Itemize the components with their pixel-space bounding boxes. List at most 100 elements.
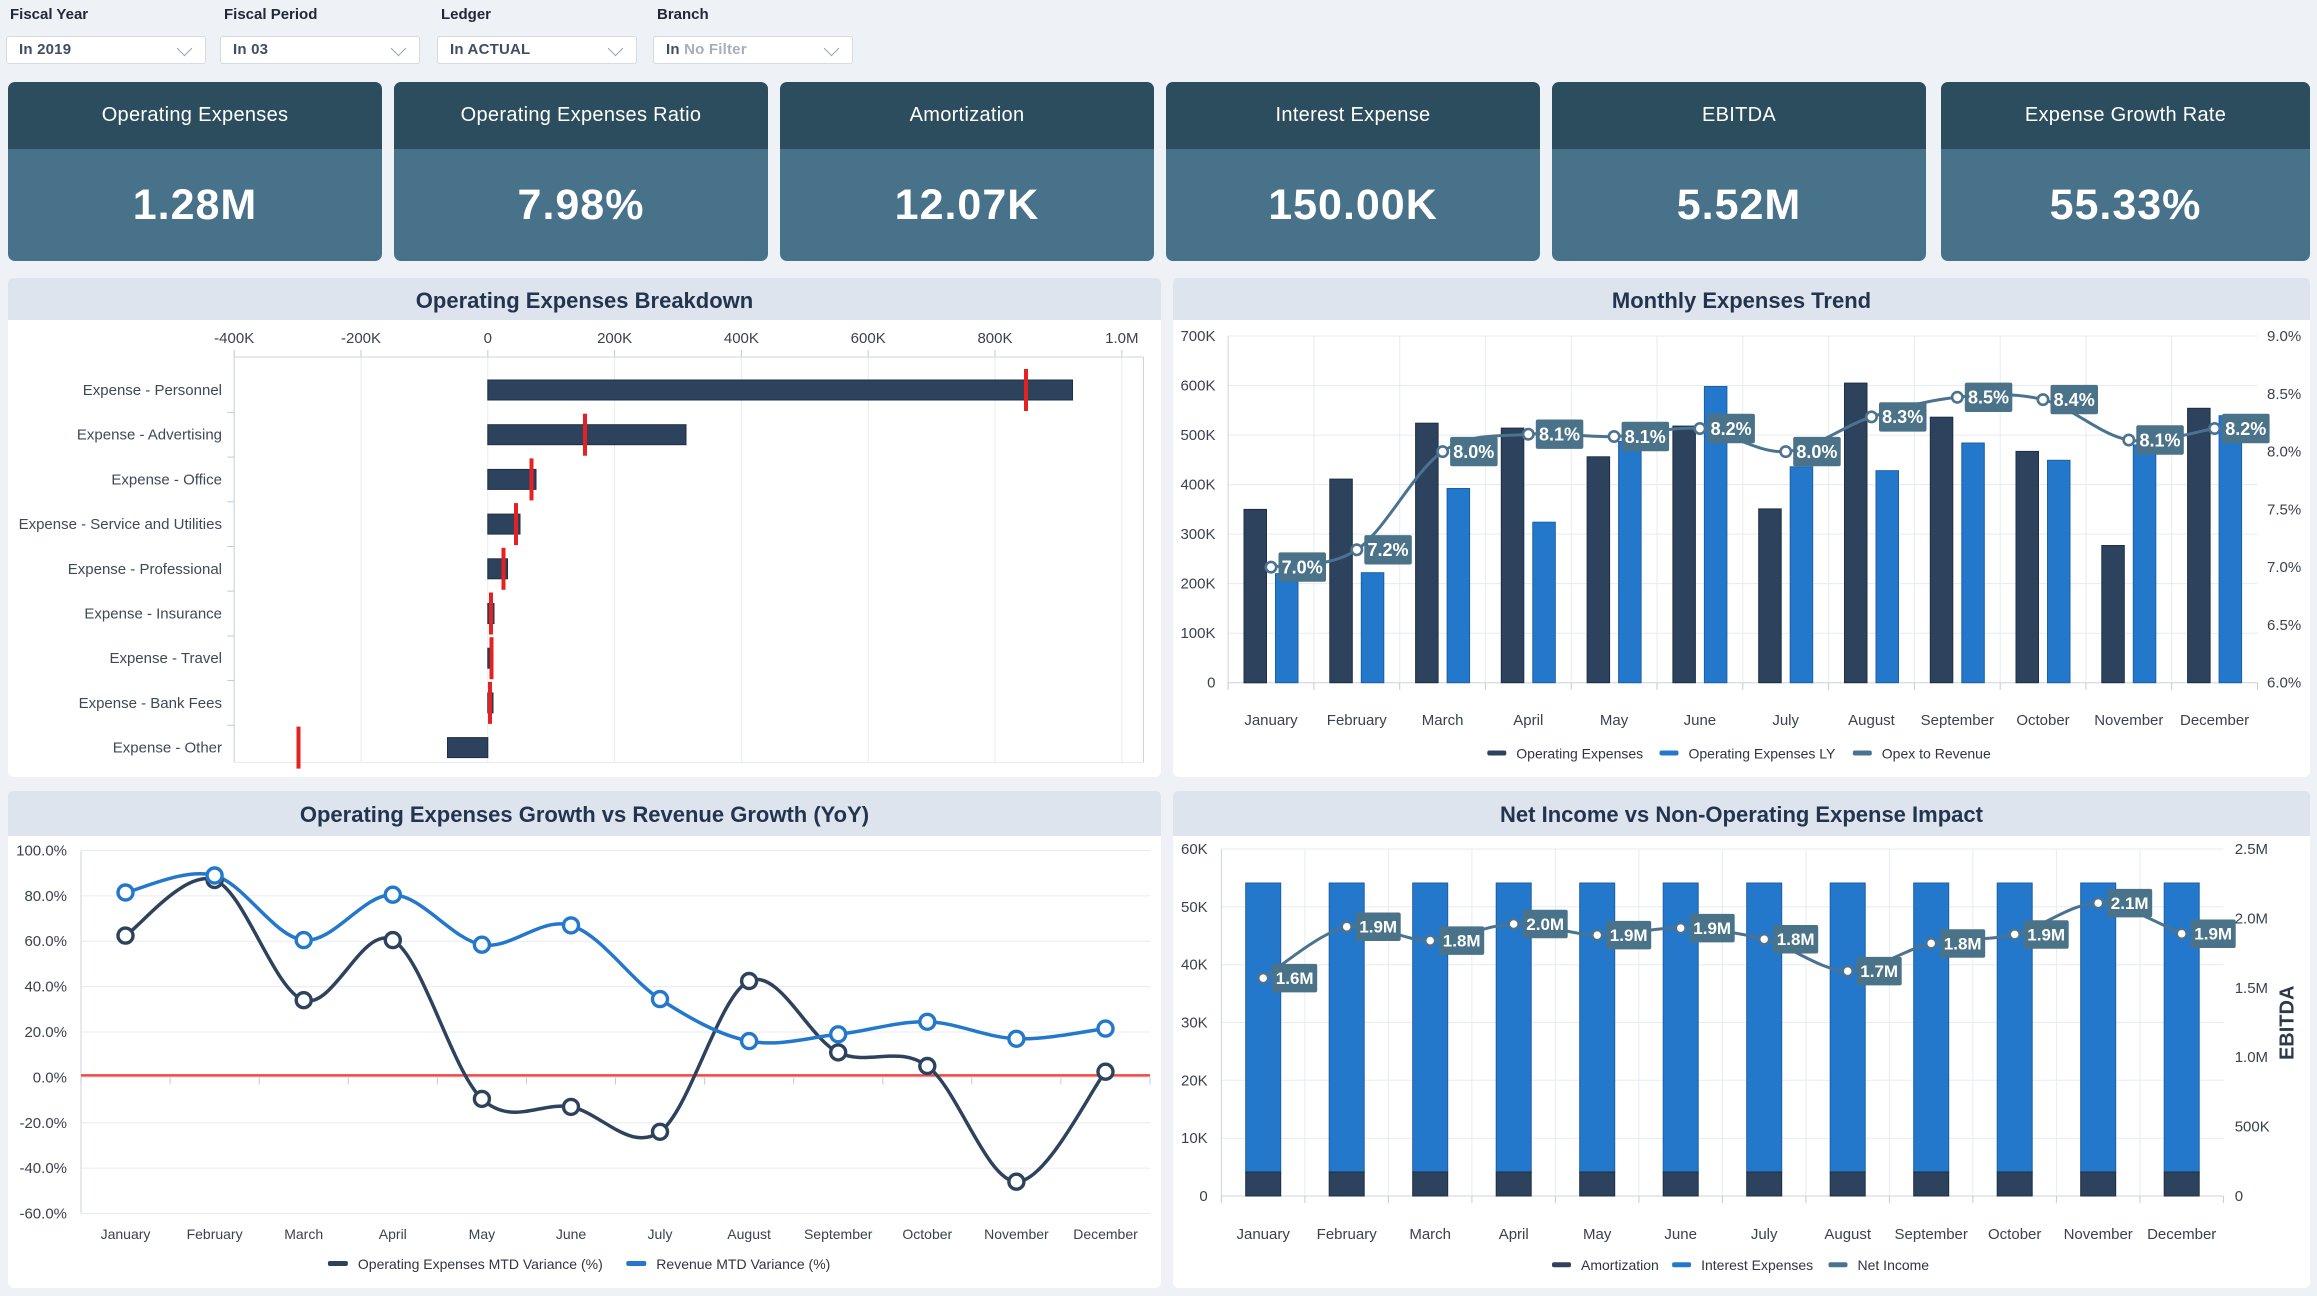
svg-text:400K: 400K: [724, 330, 759, 347]
svg-text:8.2%: 8.2%: [1711, 419, 1752, 439]
svg-text:January: January: [101, 1226, 151, 1242]
svg-text:February: February: [1327, 712, 1388, 729]
svg-text:600K: 600K: [851, 330, 886, 347]
svg-text:Operating Expenses LY: Operating Expenses LY: [1689, 746, 1836, 762]
svg-text:60K: 60K: [1181, 841, 1208, 858]
svg-text:August: August: [1848, 712, 1896, 729]
svg-text:2.0M: 2.0M: [1526, 915, 1564, 934]
svg-text:September: September: [1921, 712, 1994, 729]
svg-text:7.0%: 7.0%: [1282, 557, 1323, 577]
svg-text:Net Income vs Non-Operating Ex: Net Income vs Non-Operating Expense Impa…: [1500, 802, 1984, 827]
svg-text:Expense - Advertising: Expense - Advertising: [77, 427, 222, 444]
svg-text:Opex to Revenue: Opex to Revenue: [1882, 746, 1991, 762]
svg-text:8.0%: 8.0%: [2267, 444, 2301, 461]
svg-text:-40.0%: -40.0%: [19, 1160, 67, 1177]
svg-text:1.9M: 1.9M: [1693, 919, 1731, 938]
svg-text:Expense - Professional: Expense - Professional: [68, 561, 222, 578]
svg-text:20K: 20K: [1181, 1072, 1208, 1089]
svg-text:7.2%: 7.2%: [1367, 540, 1408, 560]
svg-text:Revenue MTD Variance (%): Revenue MTD Variance (%): [656, 1256, 830, 1272]
svg-text:Operating Expenses Breakdown: Operating Expenses Breakdown: [416, 288, 753, 313]
svg-text:200K: 200K: [597, 330, 632, 347]
svg-text:8.0%: 8.0%: [1453, 442, 1494, 462]
svg-text:6.5%: 6.5%: [2267, 617, 2301, 634]
svg-text:700K: 700K: [1180, 328, 1215, 345]
svg-text:0.0%: 0.0%: [33, 1069, 67, 1086]
svg-text:50K: 50K: [1181, 899, 1208, 916]
svg-text:December: December: [1073, 1226, 1138, 1242]
svg-text:10K: 10K: [1181, 1130, 1208, 1147]
svg-text:October: October: [2016, 712, 2069, 729]
svg-text:October: October: [1988, 1226, 2041, 1243]
svg-text:July: July: [1751, 1226, 1778, 1243]
svg-text:Expense - Personnel: Expense - Personnel: [83, 382, 222, 399]
svg-text:30K: 30K: [1181, 1015, 1208, 1032]
svg-text:Expense - Insurance: Expense - Insurance: [84, 606, 222, 623]
svg-text:Expense - Office: Expense - Office: [111, 471, 222, 488]
svg-text:7.0%: 7.0%: [2267, 559, 2301, 576]
svg-text:2.1M: 2.1M: [2111, 894, 2149, 913]
svg-text:0: 0: [1207, 675, 1215, 692]
svg-text:-60.0%: -60.0%: [19, 1206, 67, 1223]
svg-text:January: January: [1244, 712, 1298, 729]
svg-text:8.1%: 8.1%: [1625, 427, 1666, 447]
svg-text:8.1%: 8.1%: [2139, 430, 2180, 450]
svg-text:July: July: [648, 1226, 673, 1242]
svg-text:March: March: [284, 1226, 323, 1242]
svg-text:500K: 500K: [2235, 1119, 2270, 1136]
svg-text:1.0M: 1.0M: [2235, 1049, 2268, 1066]
svg-text:1.9M: 1.9M: [2194, 925, 2232, 944]
svg-text:1.0M: 1.0M: [1105, 330, 1138, 347]
svg-text:40.0%: 40.0%: [24, 979, 67, 996]
svg-text:600K: 600K: [1180, 378, 1215, 395]
svg-text:8.2%: 8.2%: [2225, 419, 2266, 439]
svg-text:7.5%: 7.5%: [2267, 501, 2301, 518]
svg-text:1.9M: 1.9M: [1359, 918, 1397, 937]
svg-text:100K: 100K: [1180, 625, 1215, 642]
svg-text:September: September: [804, 1226, 873, 1242]
svg-text:300K: 300K: [1180, 526, 1215, 543]
svg-text:February: February: [1317, 1226, 1378, 1243]
svg-text:500K: 500K: [1180, 427, 1215, 444]
svg-text:March: March: [1422, 712, 1464, 729]
svg-text:8.5%: 8.5%: [2267, 386, 2301, 403]
svg-text:Operating Expenses MTD Varianc: Operating Expenses MTD Variance (%): [358, 1256, 603, 1272]
svg-text:May: May: [1583, 1226, 1612, 1243]
svg-text:8.4%: 8.4%: [2054, 390, 2095, 410]
svg-text:Expense - Bank Fees: Expense - Bank Fees: [79, 695, 222, 712]
svg-text:100.0%: 100.0%: [16, 843, 67, 860]
svg-text:1.9M: 1.9M: [1610, 926, 1648, 945]
svg-text:1.9M: 1.9M: [2027, 925, 2065, 944]
svg-text:April: April: [1513, 712, 1543, 729]
svg-text:May: May: [469, 1226, 495, 1242]
svg-text:July: July: [1772, 712, 1799, 729]
svg-text:1.8M: 1.8M: [1443, 932, 1481, 951]
svg-text:1.8M: 1.8M: [1777, 930, 1815, 949]
svg-text:200K: 200K: [1180, 576, 1215, 593]
svg-text:June: June: [1684, 712, 1717, 729]
svg-text:September: September: [1895, 1226, 1968, 1243]
svg-text:60.0%: 60.0%: [24, 933, 67, 950]
svg-text:Operating Expenses Growth vs R: Operating Expenses Growth vs Revenue Gro…: [300, 802, 869, 827]
svg-text:8.1%: 8.1%: [1539, 425, 1580, 445]
svg-text:6.0%: 6.0%: [2267, 675, 2301, 692]
svg-text:May: May: [1600, 712, 1629, 729]
svg-text:November: November: [2094, 712, 2163, 729]
svg-text:EBITDA: EBITDA: [2277, 986, 2299, 1060]
svg-text:400K: 400K: [1180, 477, 1215, 494]
svg-text:November: November: [984, 1226, 1049, 1242]
svg-text:2.0M: 2.0M: [2235, 910, 2268, 927]
svg-text:Expense - Travel: Expense - Travel: [109, 650, 222, 667]
svg-text:Amortization: Amortization: [1581, 1257, 1659, 1273]
svg-text:January: January: [1237, 1226, 1291, 1243]
svg-text:8.0%: 8.0%: [1796, 442, 1837, 462]
svg-text:Operating Expenses: Operating Expenses: [1516, 746, 1643, 762]
svg-text:June: June: [556, 1226, 587, 1242]
svg-text:Expense - Other: Expense - Other: [113, 740, 222, 757]
svg-text:9.0%: 9.0%: [2267, 328, 2301, 345]
svg-text:0: 0: [2235, 1188, 2243, 1205]
svg-text:-400K: -400K: [214, 330, 254, 347]
svg-text:20.0%: 20.0%: [24, 1024, 67, 1041]
svg-text:1.8M: 1.8M: [1944, 934, 1982, 953]
svg-text:Net Income: Net Income: [1858, 1257, 1930, 1273]
